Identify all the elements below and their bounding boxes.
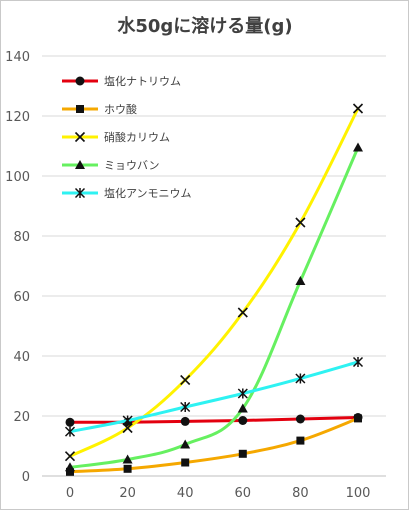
legend-item: 塩化ナトリウム (62, 74, 181, 88)
data-point (295, 414, 305, 424)
y-tick-label: 0 (22, 470, 30, 485)
data-point (181, 458, 190, 467)
series-line (68, 416, 360, 474)
legend-item: 塩化アンモニウム (62, 186, 192, 200)
data-point (238, 416, 248, 425)
data-point (180, 416, 190, 426)
data-point (65, 417, 75, 427)
data-point (123, 464, 132, 473)
legend-label: ミョウバン (104, 159, 160, 172)
data-point (352, 103, 364, 114)
data-point (122, 415, 133, 426)
data-point (180, 439, 191, 449)
data-point (122, 422, 133, 434)
data-point (122, 454, 133, 464)
y-tick-label: 40 (13, 350, 30, 365)
series-2 (64, 103, 364, 462)
data-point (180, 374, 191, 386)
data-point (237, 388, 248, 399)
x-tick-label: 40 (177, 486, 194, 501)
data-point (237, 307, 248, 318)
data-point (295, 276, 306, 285)
data-point (65, 462, 75, 472)
legend-marker (75, 76, 85, 86)
chart-title: 水50gに溶ける量(g) (117, 15, 292, 37)
data-point (354, 414, 362, 423)
legend-label: 塩化アンモニウム (104, 186, 192, 200)
data-point (237, 403, 248, 413)
legend-marker (74, 131, 86, 143)
x-tick-label: 0 (66, 486, 74, 501)
data-point (353, 142, 363, 152)
data-point (66, 467, 74, 476)
legend-item: ミョウバン (62, 159, 160, 172)
legend-marker (74, 187, 86, 199)
series-line (68, 416, 360, 424)
legend-item: 硝酸カリウム (62, 130, 170, 144)
y-tick-label: 120 (5, 110, 30, 125)
data-point (352, 356, 364, 368)
legend-item: ホウ酸 (62, 102, 137, 116)
legend-marker (75, 160, 85, 169)
y-tick-label: 20 (13, 410, 30, 425)
legend-label: 塩化ナトリウム (104, 74, 181, 88)
y-tick-label: 100 (5, 170, 30, 185)
plot-area (64, 103, 364, 476)
data-point (64, 451, 76, 462)
y-axis-ticks: 0 20 40 60 80 100 120 140 (5, 50, 30, 485)
y-tick-label: 60 (13, 290, 30, 305)
x-tick-label: 100 (346, 486, 371, 501)
data-point (180, 401, 191, 413)
gridlines (42, 55, 386, 477)
series-3 (65, 142, 363, 472)
x-axis-ticks: 0 20 40 60 80 100 (66, 486, 371, 501)
y-tick-label: 80 (13, 230, 30, 245)
series-4 (64, 356, 364, 437)
series-line (68, 360, 360, 434)
legend-marker (76, 105, 84, 113)
x-tick-label: 60 (235, 486, 252, 501)
data-point (295, 373, 306, 384)
legend-label: ホウ酸 (104, 102, 137, 116)
data-point (238, 449, 247, 458)
data-point (295, 217, 306, 228)
legend-label: 硝酸カリウム (104, 130, 170, 144)
x-tick-label: 20 (119, 486, 136, 501)
x-tick-label: 80 (292, 486, 309, 501)
y-tick-label: 140 (5, 50, 30, 65)
data-point (296, 436, 305, 445)
data-point (64, 426, 76, 437)
series-1 (66, 414, 362, 476)
